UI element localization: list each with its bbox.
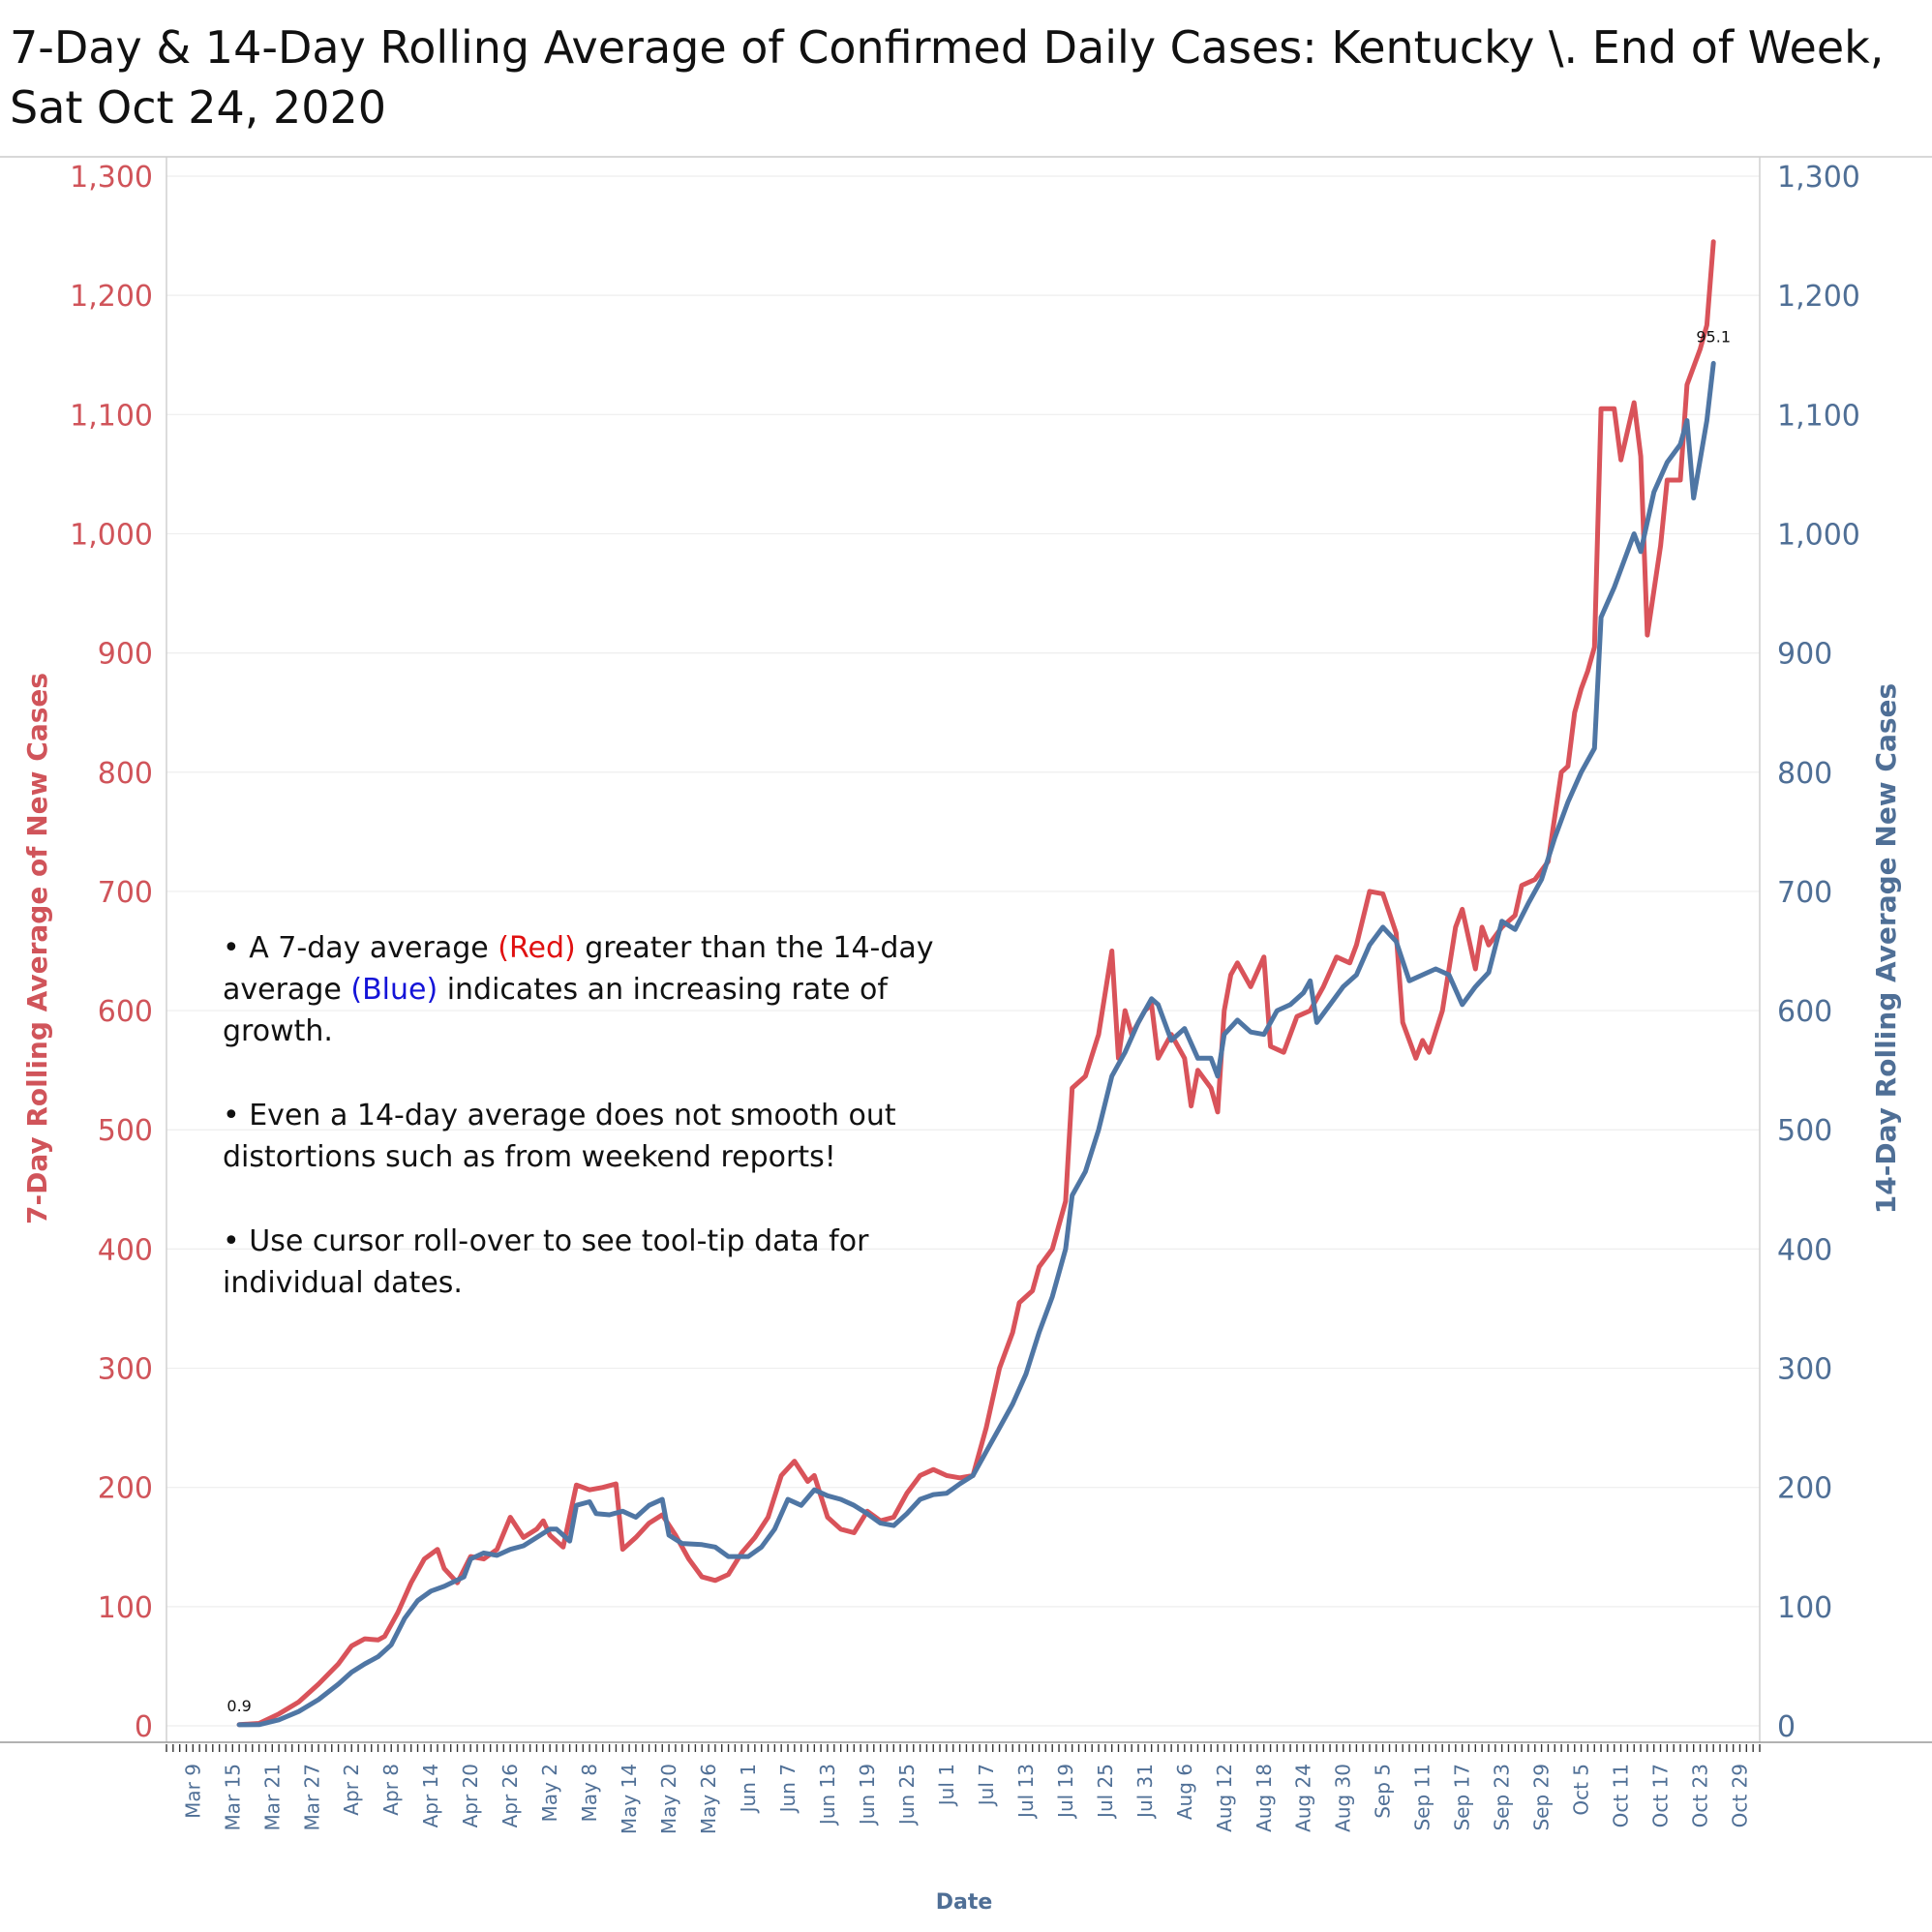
right-tick-label: 0 (1777, 1710, 1796, 1744)
note-blue-word: (Blue) (350, 973, 438, 1007)
data-label: 0.9 (226, 1697, 251, 1715)
right-tick-label: 1,000 (1777, 518, 1860, 552)
note-red-word: (Red) (498, 931, 576, 965)
left-tick-label: 500 (98, 1114, 153, 1148)
right-tick-label: 300 (1777, 1353, 1832, 1387)
x-tick-label: Apr 20 (459, 1764, 482, 1827)
x-tick-label: Mar 21 (260, 1764, 284, 1831)
left-tick-label: 900 (98, 638, 153, 672)
x-tick-label: Sep 5 (1372, 1764, 1395, 1819)
left-tick-label: 100 (98, 1591, 153, 1625)
left-tick-label: 200 (98, 1472, 153, 1506)
x-tick-label: Oct 5 (1570, 1764, 1593, 1816)
x-tick-label: Apr 14 (419, 1764, 442, 1827)
note-smoothing: • Even a 14-day average does not smooth … (223, 1099, 896, 1174)
chart-title: 7-Day & 14-Day Rolling Average of Confir… (10, 21, 1885, 134)
left-tick-label: 600 (98, 995, 153, 1029)
x-tick-label: May 20 (657, 1764, 680, 1834)
right-tick-label: 1,200 (1777, 280, 1860, 314)
x-tick-label: Sep 29 (1530, 1764, 1554, 1831)
x-tick-label: Apr 8 (379, 1764, 403, 1816)
left-tick-label: 1,100 (70, 399, 153, 433)
series-lines (236, 239, 1716, 1728)
series-line-7day (236, 239, 1716, 1728)
x-tick-label: Jul 25 (1094, 1764, 1117, 1820)
left-tick-label: 400 (98, 1233, 153, 1267)
x-tick-label: May 8 (578, 1764, 601, 1822)
x-tick-label: Jun 25 (895, 1764, 919, 1826)
x-axis-ticks: Mar 9 Mar 15 Mar 21 Mar 27 Apr 2 Apr 8 Apr 14 A… (166, 1744, 1761, 1834)
series-line-14day (236, 360, 1716, 1728)
note-tooltip: • Use cursor roll-over to see tool-tip d… (223, 1224, 869, 1300)
right-tick-label: 900 (1777, 638, 1832, 672)
x-tick-label: May 2 (538, 1764, 561, 1822)
x-axis-title: Date (936, 1890, 993, 1915)
right-tick-label: 1,300 (1777, 161, 1860, 195)
x-tick-label: Jul 7 (975, 1764, 998, 1807)
notes-annotation: • A 7-day average (Red) greater than the… (223, 927, 958, 1346)
x-tick-label: Aug 24 (1292, 1764, 1315, 1832)
right-axis-title: 14-Day Rolling Average New Cases (1870, 683, 1902, 1214)
right-tick-label: 1,100 (1777, 399, 1860, 433)
right-tick-label: 100 (1777, 1591, 1832, 1625)
x-tick-label: Oct 29 (1729, 1764, 1752, 1827)
right-tick-label: 700 (1777, 876, 1832, 910)
x-tick-label: Jul 13 (1014, 1764, 1038, 1820)
left-tick-label: 1,300 (70, 161, 153, 195)
data-labels: 0.9 95.1 (226, 327, 1731, 1715)
x-tick-label: Jun 19 (856, 1764, 879, 1826)
x-tick-label: Aug 12 (1213, 1764, 1236, 1832)
x-tick-label: Jun 13 (816, 1764, 839, 1826)
x-tick-label: Oct 17 (1649, 1764, 1673, 1827)
x-tick-label: Mar 15 (221, 1764, 244, 1831)
x-tick-label: Apr 26 (498, 1764, 522, 1827)
x-tick-label: Oct 23 (1689, 1764, 1712, 1827)
right-tick-label: 500 (1777, 1114, 1832, 1148)
right-tick-label: 200 (1777, 1472, 1832, 1506)
right-axis-ticks: 0 100 200 300 400 500 600 700 800 900 1,000 1,100 1,… (1777, 161, 1860, 1744)
x-tick-label: Sep 11 (1411, 1764, 1434, 1831)
x-tick-label: Aug 6 (1173, 1764, 1196, 1820)
x-tick-label: Jun 7 (776, 1764, 800, 1814)
x-tick-label: Oct 11 (1610, 1764, 1633, 1827)
chart-frame (0, 156, 1932, 1743)
left-tick-label: 0 (135, 1710, 153, 1744)
x-tick-label: Jul 19 (1054, 1764, 1077, 1820)
x-tick-label: Jun 1 (737, 1764, 760, 1814)
gridlines (166, 175, 1760, 1727)
right-tick-label: 800 (1777, 757, 1832, 791)
x-tick-label: May 26 (697, 1764, 720, 1834)
left-axis-ticks: 0 100 200 300 400 500 600 700 800 900 1,000 1,100 1,… (70, 161, 153, 1744)
x-tick-label: Jul 31 (1133, 1764, 1157, 1820)
x-tick-label: Apr 2 (340, 1764, 363, 1816)
data-label: 95.1 (1696, 327, 1731, 346)
x-tick-label: Jul 1 (935, 1764, 958, 1807)
left-tick-label: 1,000 (70, 518, 153, 552)
right-tick-label: 600 (1777, 995, 1832, 1029)
left-tick-label: 800 (98, 757, 153, 791)
x-tick-label: Aug 18 (1253, 1764, 1276, 1832)
x-tick-label: Aug 30 (1332, 1764, 1355, 1832)
left-tick-label: 1,200 (70, 280, 153, 314)
note-growth-text-a: • A 7-day average (223, 931, 498, 965)
right-tick-label: 400 (1777, 1233, 1832, 1267)
note-growth: • A 7-day average (Red) greater than the… (223, 927, 958, 1052)
x-tick-label: Sep 23 (1491, 1764, 1514, 1831)
x-tick-label: May 14 (618, 1764, 641, 1834)
x-tick-label: Mar 27 (300, 1764, 323, 1831)
note-growth-text-b: greater than the 14-day average (223, 931, 934, 1007)
left-tick-label: 300 (98, 1353, 153, 1387)
x-tick-label: Mar 9 (181, 1764, 204, 1819)
x-tick-label: Sep 17 (1451, 1764, 1474, 1831)
note-growth-text-c: indicates an increasing rate of growth. (223, 973, 888, 1048)
left-tick-label: 700 (98, 876, 153, 910)
left-axis-title: 7-Day Rolling Average of New Cases (21, 673, 53, 1224)
